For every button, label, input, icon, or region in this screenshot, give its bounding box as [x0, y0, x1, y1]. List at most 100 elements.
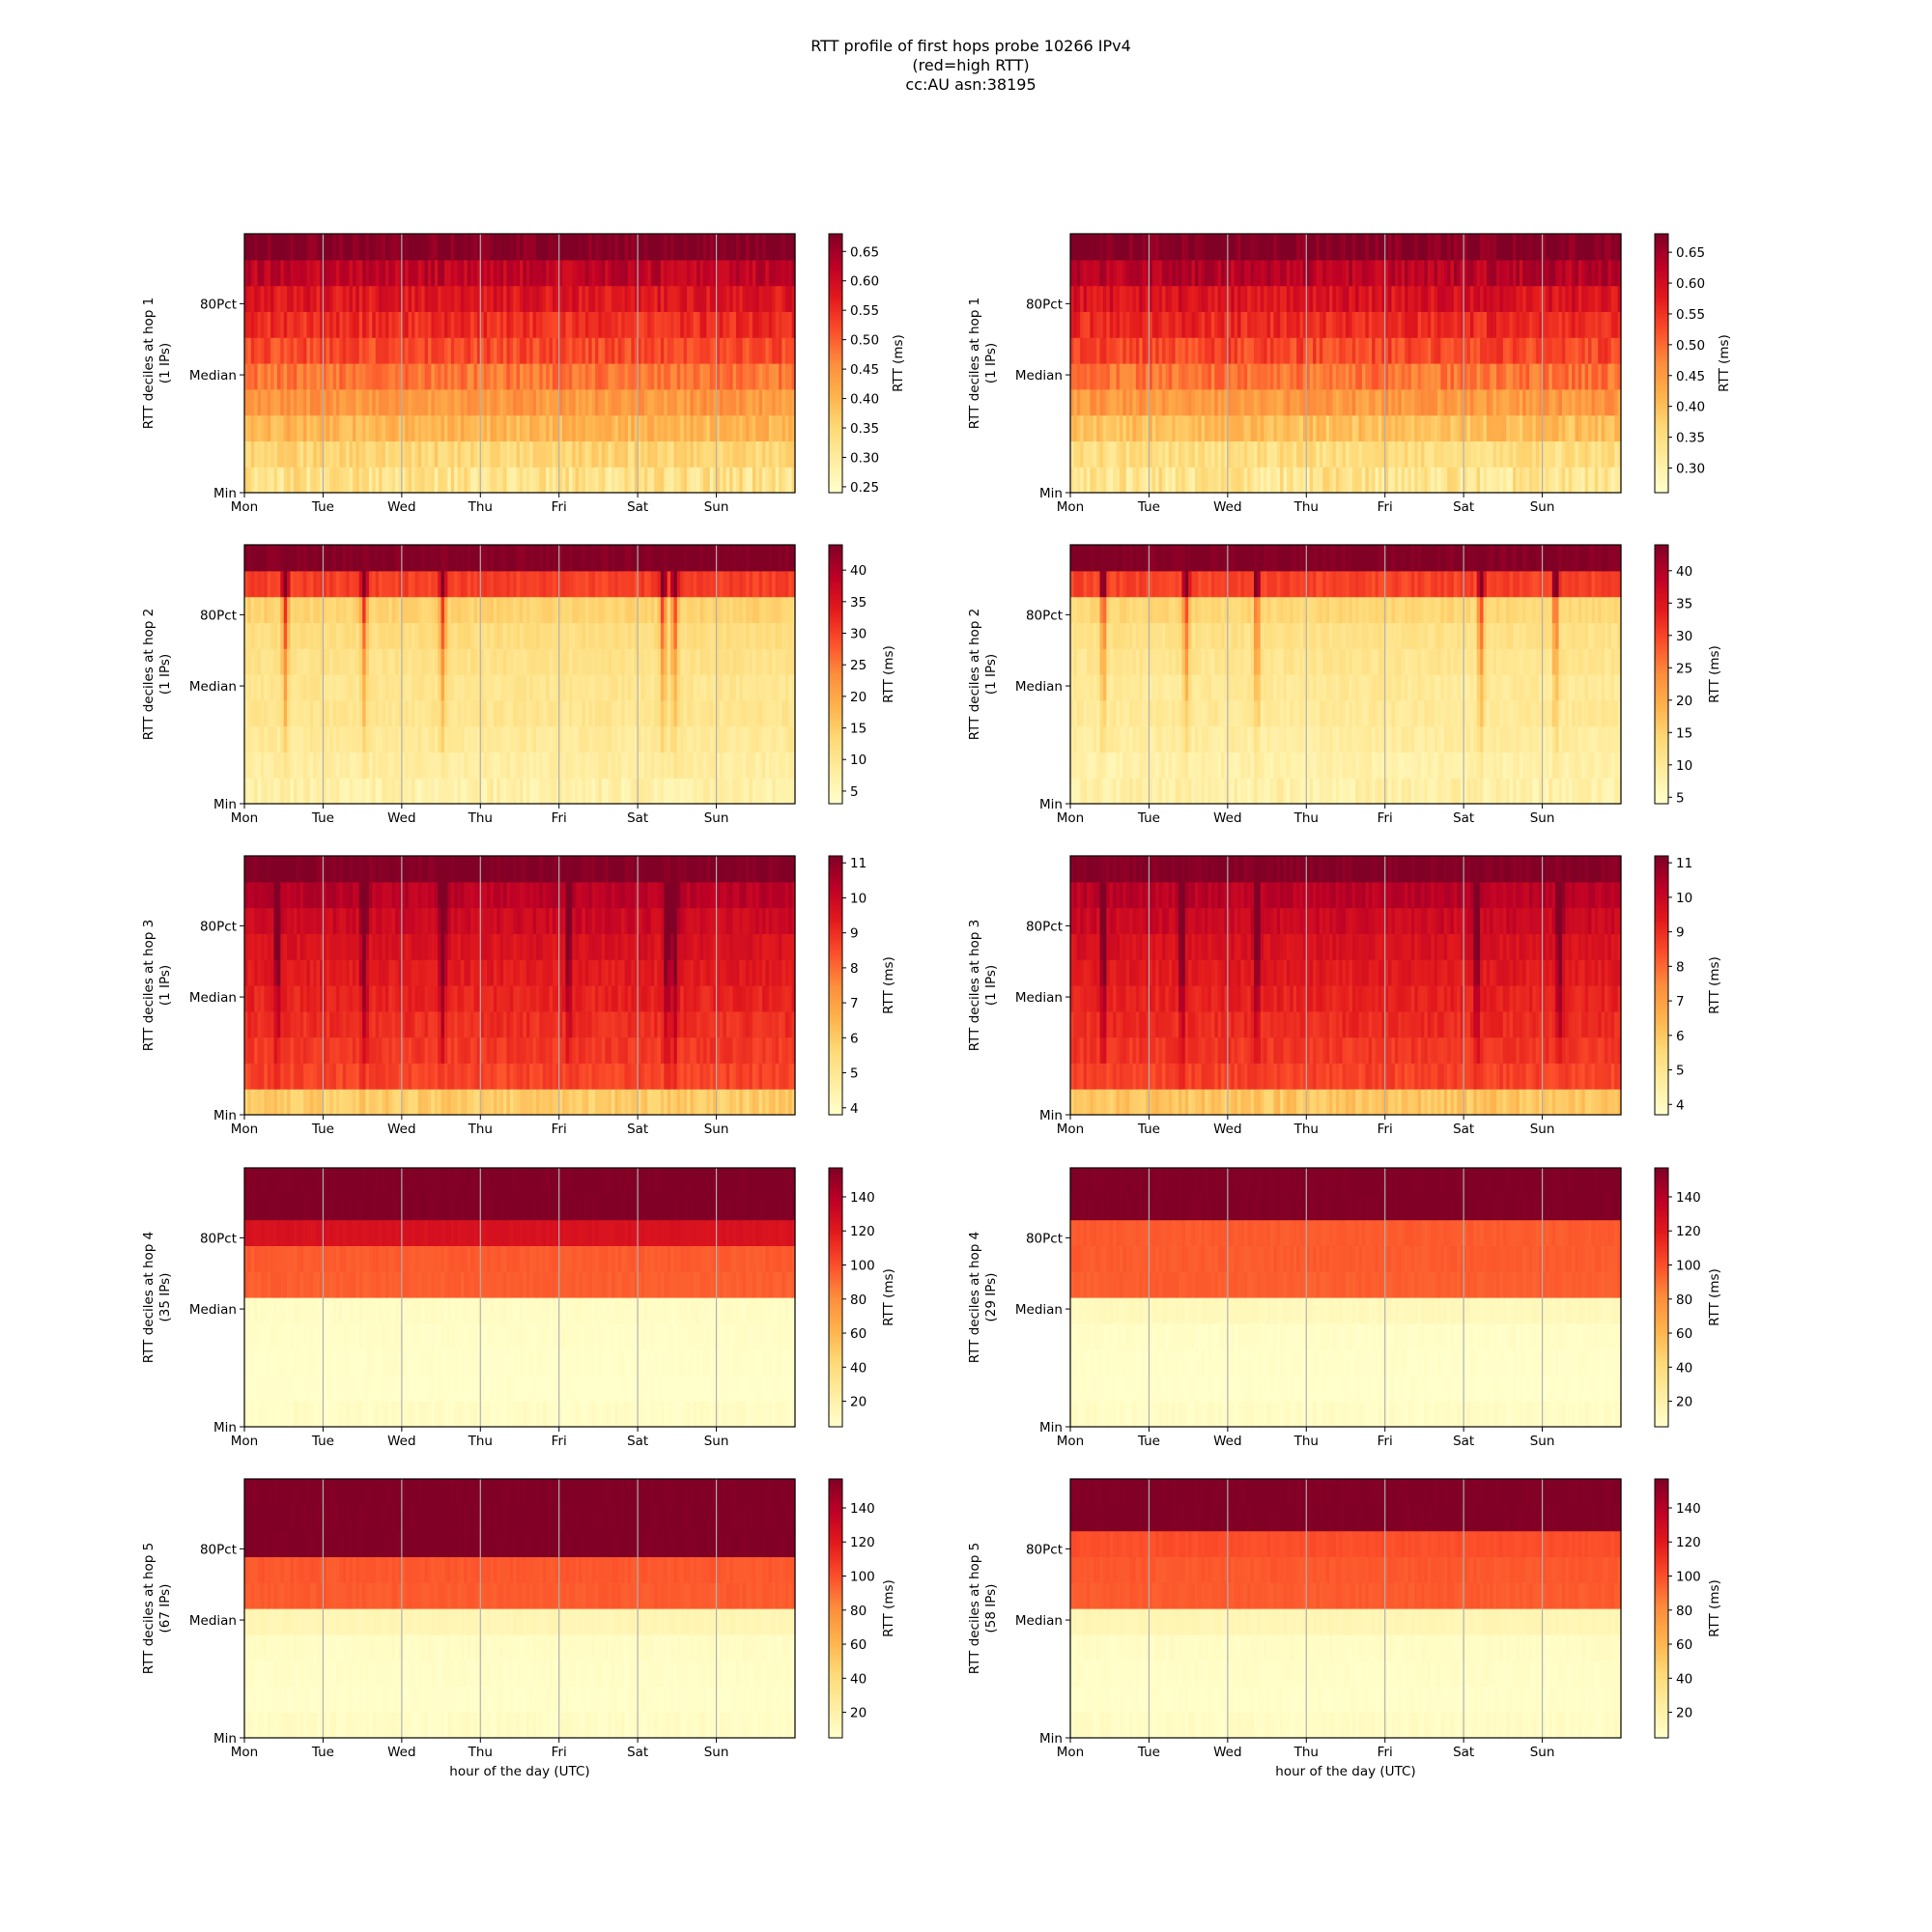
heatmap-cell [297, 596, 301, 623]
heatmap-cell [552, 259, 556, 287]
heatmap-cell [1398, 388, 1403, 416]
heatmap-cell [1178, 440, 1182, 468]
heatmap-cell [572, 259, 577, 287]
heatmap-cell [643, 234, 648, 261]
heatmap-cell [405, 622, 410, 649]
heatmap-cell [1129, 285, 1134, 312]
heatmap-cell [627, 596, 632, 623]
heatmap-cell [529, 699, 534, 727]
heatmap-cell [670, 570, 675, 598]
heatmap-cell [1280, 285, 1285, 312]
heatmap-cell [280, 648, 285, 675]
heatmap-cell [699, 778, 704, 805]
heatmap-cell [1319, 467, 1323, 494]
heatmap-cell [260, 596, 265, 623]
heatmap-cell [558, 414, 563, 441]
heatmap-cell [687, 778, 692, 805]
heatmap-cell [293, 699, 298, 727]
heatmap-cell [1431, 467, 1435, 494]
heatmap-cell [1545, 467, 1549, 494]
heatmap-cell [516, 363, 521, 390]
heatmap-cell [690, 674, 695, 701]
heatmap-cell [703, 596, 707, 623]
heatmap-cell [1184, 259, 1189, 287]
heatmap-cell [438, 388, 442, 416]
heatmap-cell [316, 337, 321, 364]
heatmap-cell [503, 570, 508, 598]
heatmap-cell [349, 778, 354, 805]
heatmap-cell [687, 285, 692, 312]
heatmap-cell [1581, 311, 1586, 338]
heatmap-cell [562, 259, 567, 287]
heatmap-cell [725, 285, 730, 312]
heatmap-cell [497, 674, 501, 701]
heatmap-cell [382, 311, 386, 338]
heatmap-cell [1113, 285, 1118, 312]
heatmap-cell [579, 440, 583, 468]
heatmap-cell [349, 570, 354, 598]
colorbar-tick-label: 0.50 [850, 333, 879, 349]
heatmap-cell [676, 259, 681, 287]
heatmap-cell [379, 622, 384, 649]
heatmap-cell [1181, 414, 1186, 441]
heatmap-cell [1306, 337, 1311, 364]
heatmap-cell [621, 622, 626, 649]
heatmap-cell [1325, 337, 1330, 364]
heatmap-cell [303, 725, 308, 753]
heatmap-cell [1457, 388, 1462, 416]
heatmap-cell [779, 234, 783, 261]
heatmap-cell [555, 570, 560, 598]
heatmap-cell [303, 285, 308, 312]
heatmap-cell [454, 545, 459, 572]
heatmap-cell [346, 725, 351, 753]
heatmap-cell [647, 440, 652, 468]
heatmap-cell [1460, 363, 1464, 390]
heatmap-cell [1116, 388, 1121, 416]
heatmap-cell [565, 622, 570, 649]
heatmap-cell [1368, 388, 1373, 416]
heatmap-cell [412, 363, 416, 390]
heatmap-cell [336, 467, 340, 494]
heatmap-cell [523, 363, 527, 390]
heatmap-cell [244, 674, 248, 701]
heatmap-cell [1149, 337, 1153, 364]
heatmap-cell [605, 440, 610, 468]
heatmap-cell [1322, 337, 1327, 364]
heatmap-cell [523, 414, 527, 441]
heatmap-cell [342, 388, 347, 416]
heatmap-cell [384, 363, 389, 390]
heatmap-cell [358, 570, 363, 598]
heatmap-cell [487, 699, 492, 727]
heatmap-cell [605, 388, 610, 416]
heatmap-cell [640, 596, 645, 623]
heatmap-cell [431, 570, 436, 598]
heatmap-cell [506, 234, 511, 261]
heatmap-cell [1607, 259, 1612, 287]
heatmap-cell [297, 752, 301, 779]
y-tick-label: Median [189, 368, 237, 384]
heatmap-cell [549, 699, 554, 727]
heatmap-cell [699, 311, 704, 338]
heatmap-cell [690, 596, 695, 623]
heatmap-cell [1146, 337, 1151, 364]
heatmap-cell [542, 259, 547, 287]
heatmap-cell [565, 545, 570, 572]
heatmap-cell [1431, 363, 1435, 390]
heatmap-cell [306, 234, 311, 261]
heatmap-cell [346, 752, 351, 779]
heatmap-cell [1391, 285, 1396, 312]
heatmap-cell [336, 545, 340, 572]
heatmap-cell [513, 545, 518, 572]
heatmap-cell [713, 725, 718, 753]
heatmap-cell [690, 570, 695, 598]
heatmap-cell [657, 596, 662, 623]
heatmap-cell [595, 699, 600, 727]
heatmap-cell [1090, 285, 1094, 312]
heatmap-cell [762, 414, 767, 441]
heatmap-cell [523, 699, 527, 727]
heatmap-cell [408, 570, 412, 598]
heatmap-cell [1234, 414, 1238, 441]
heatmap-cell [1509, 440, 1514, 468]
heatmap-cell [535, 414, 540, 441]
heatmap-cell [595, 778, 600, 805]
